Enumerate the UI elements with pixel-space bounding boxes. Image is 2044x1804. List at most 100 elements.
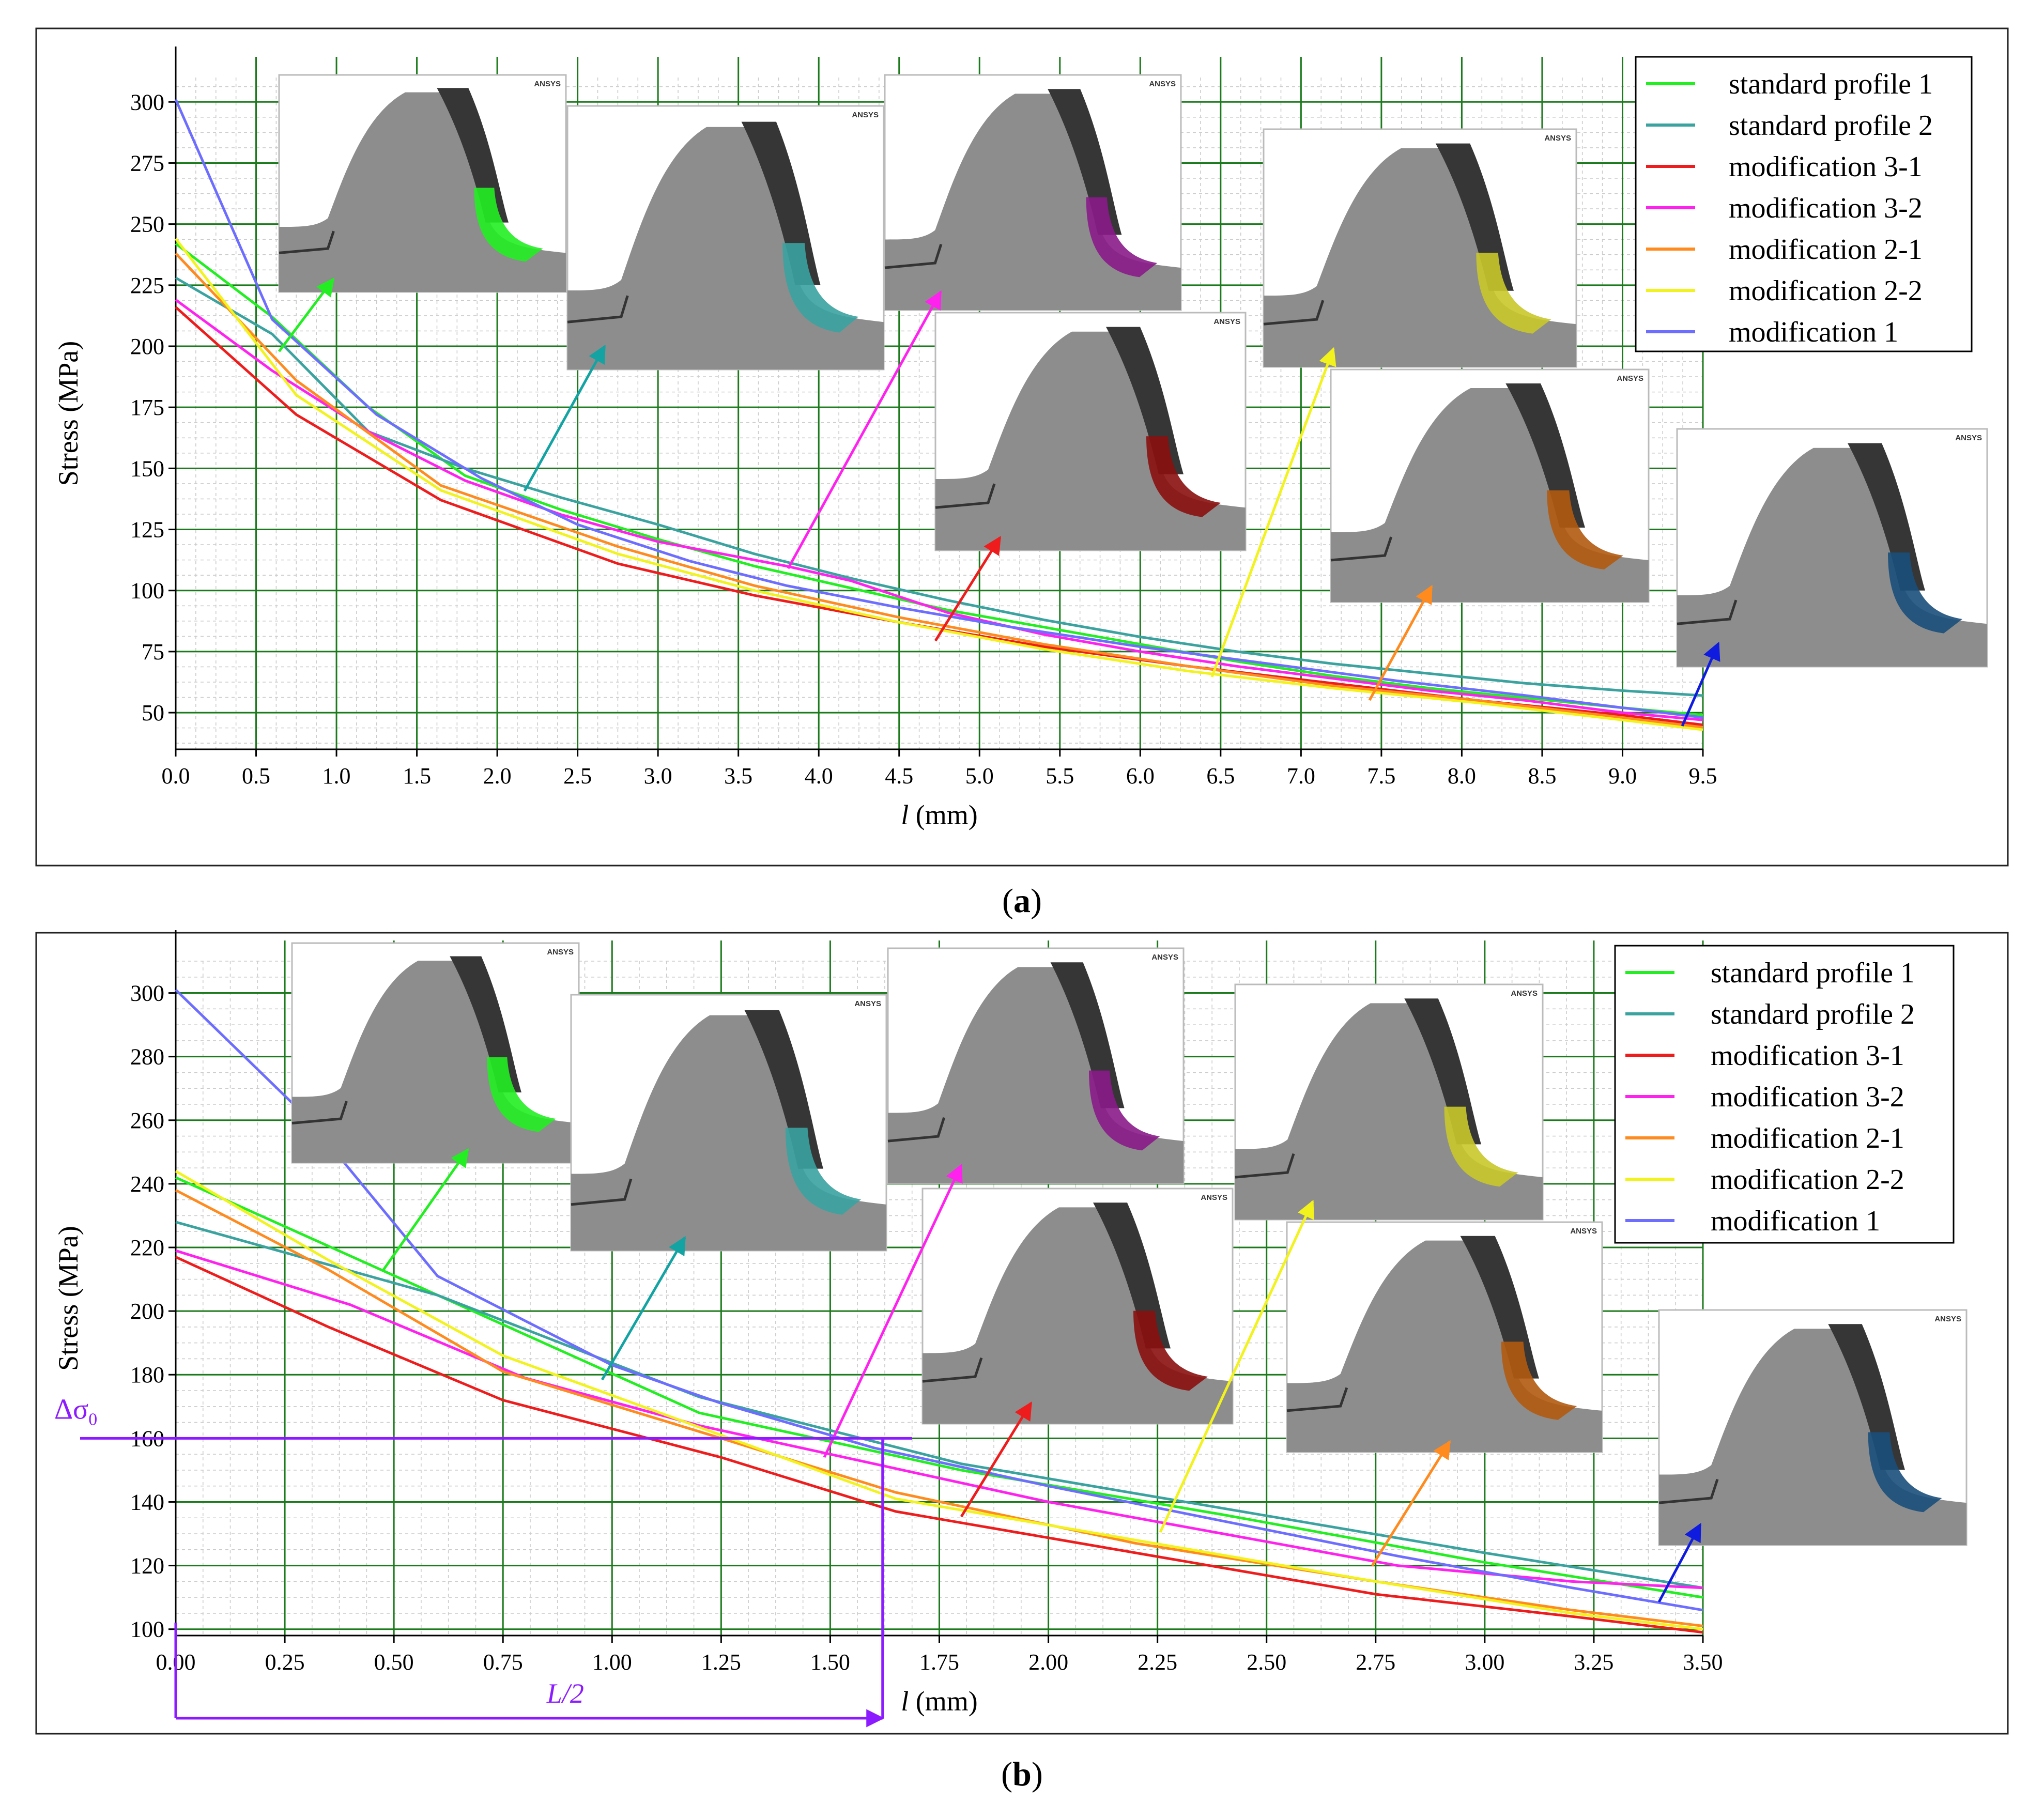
fillet-stress-region xyxy=(1444,1106,1518,1187)
x-tick-label: 6.0 xyxy=(1126,763,1155,789)
x-axis-variable: l xyxy=(901,799,909,830)
x-axis-unit: (mm) xyxy=(909,799,977,830)
callout-arrow xyxy=(1371,1440,1451,1567)
x-tick-label: 2.00 xyxy=(1028,1649,1068,1675)
legend-box xyxy=(1635,56,1973,352)
fillet-stress-region xyxy=(474,188,543,262)
y-tick-label: 225 xyxy=(130,273,164,298)
ansys-logo-text: ANSYS xyxy=(1544,134,1571,143)
series-line-modification-3-2 xyxy=(175,1249,1703,1590)
chart-frame xyxy=(35,932,2009,1735)
gear-tooth-fea-inset: ANSYS xyxy=(1676,428,1988,668)
legend-label: modification 2-1 xyxy=(1729,234,1923,266)
y-tick-label: 300 xyxy=(130,89,164,115)
panel-label: (b) xyxy=(1001,1755,1043,1793)
ansys-logo-text: ANSYS xyxy=(1201,1193,1227,1202)
tooth-root-left xyxy=(1330,536,1393,562)
tooth-root-left xyxy=(571,1178,633,1206)
y-tick-label: 200 xyxy=(130,334,164,359)
x-tick-label: 0.75 xyxy=(483,1649,523,1675)
x-tick-label: 2.5 xyxy=(563,763,592,789)
callout-arrow xyxy=(823,1163,963,1458)
legend-label: modification 3-2 xyxy=(1729,192,1923,224)
tooth-root-left xyxy=(291,1101,348,1124)
panel-paren-open: ( xyxy=(1001,1755,1012,1793)
x-tick-label: 1.25 xyxy=(701,1649,741,1675)
legend-label: modification 1 xyxy=(1729,316,1898,348)
legend-label: modification 2-2 xyxy=(1729,275,1923,307)
gear-tooth-fea-inset: ANSYS xyxy=(278,74,567,293)
y-tick-label: 250 xyxy=(130,212,164,237)
fillet-stress-region xyxy=(1089,1070,1160,1151)
x-tick-label: 3.50 xyxy=(1683,1649,1723,1675)
series-line-modification-1 xyxy=(175,989,1703,1612)
y-tick-label: 120 xyxy=(130,1553,164,1579)
legend-label: standard profile 2 xyxy=(1711,998,1915,1030)
x-tick-label: 7.0 xyxy=(1287,763,1315,789)
gear-tooth-fea-inset: ANSYS xyxy=(887,947,1185,1184)
tooth-root-left xyxy=(1235,1153,1295,1179)
series-line-modification-3-2 xyxy=(175,299,1703,721)
y-tick-label: 175 xyxy=(130,395,164,420)
legend-label: modification 1 xyxy=(1711,1205,1880,1237)
gear-tooth-fea-inset: ANSYS xyxy=(566,105,885,371)
tooth-root-left xyxy=(935,483,996,509)
fillet-stress-region xyxy=(1501,1342,1577,1420)
x-axis-title: l (mm) xyxy=(901,1686,978,1717)
fillet-stress-region xyxy=(1146,436,1221,517)
legend-label: modification 3-1 xyxy=(1729,151,1923,183)
legend-label: modification 2-2 xyxy=(1711,1164,1904,1196)
y-tick-label: 260 xyxy=(130,1108,164,1133)
tooth-root-left xyxy=(1263,300,1325,326)
tooth-root-left xyxy=(279,230,335,254)
y-tick-label: 280 xyxy=(130,1044,164,1070)
fillet-stress-region xyxy=(1476,253,1551,334)
gear-tooth-fea-inset: ANSYS xyxy=(1658,1309,1968,1546)
x-tick-label: 1.5 xyxy=(403,763,431,789)
ansys-logo-text: ANSYS xyxy=(854,999,881,1008)
fillet-stress-region xyxy=(785,1128,862,1215)
series-line-standard-profile-1 xyxy=(175,242,1703,717)
x-tick-label: 3.25 xyxy=(1574,1649,1613,1675)
ansys-logo-text: ANSYS xyxy=(1955,434,1982,442)
y-tick-label: 125 xyxy=(130,517,164,543)
tooth-root-left xyxy=(1286,1387,1348,1412)
y-tick-label: 275 xyxy=(130,150,164,176)
callout-arrow xyxy=(381,1148,469,1272)
fillet-stress-region xyxy=(487,1057,556,1132)
series-line-standard-profile-2 xyxy=(175,276,1703,697)
x-tick-label: 4.0 xyxy=(805,763,833,789)
panel-paren-close: ) xyxy=(1032,1755,1043,1793)
series-line-modification-1 xyxy=(174,99,1703,719)
tooth-root-left xyxy=(1658,1478,1719,1504)
x-tick-label: 8.0 xyxy=(1448,763,1476,789)
half-length-label: L/2 xyxy=(546,1678,584,1709)
y-tick-label: 200 xyxy=(130,1299,164,1324)
x-tick-label: 2.75 xyxy=(1356,1649,1395,1675)
callout-arrow xyxy=(1159,1199,1314,1533)
x-tick-label: 5.0 xyxy=(965,763,994,789)
y-tick-label: 300 xyxy=(130,981,164,1006)
fillet-stress-region xyxy=(782,243,858,333)
x-tick-label: 9.0 xyxy=(1608,763,1637,789)
y-axis-title: Stress (MPa) xyxy=(53,341,84,486)
x-tick-label: 2.50 xyxy=(1247,1649,1286,1675)
callout-arrow xyxy=(1681,641,1720,727)
x-tick-label: 6.5 xyxy=(1206,763,1235,789)
chart-panel-a: 0.0 0.5 1.0 1.5 2.0 2.5 3.0 3.5 4.0 4.5 5.0 5.5 6.0 6… xyxy=(35,27,2009,920)
panel-letter: a xyxy=(1013,882,1031,920)
callout-arrow xyxy=(601,1236,686,1381)
series-line-modification-3-1 xyxy=(175,1256,1703,1634)
chart-panel-b: 0.00 0.25 0.50 0.75 1.00 1.25 1.50 1.75 2.00 2.25… xyxy=(35,930,2009,1793)
x-axis-unit: (mm) xyxy=(909,1686,977,1717)
legend-box xyxy=(1614,945,1955,1244)
callout-arrow xyxy=(787,290,942,569)
x-tick-label: 2.25 xyxy=(1138,1649,1177,1675)
legend-label: standard profile 2 xyxy=(1729,110,1933,142)
gear-tooth-fea-inset: ANSYS xyxy=(934,312,1247,551)
fillet-stress-region xyxy=(1888,552,1962,634)
legend-label: standard profile 1 xyxy=(1711,957,1915,989)
ansys-logo-text: ANSYS xyxy=(1570,1227,1597,1236)
x-axis-variable: l xyxy=(901,1686,909,1717)
y-tick-label: 140 xyxy=(130,1489,164,1515)
